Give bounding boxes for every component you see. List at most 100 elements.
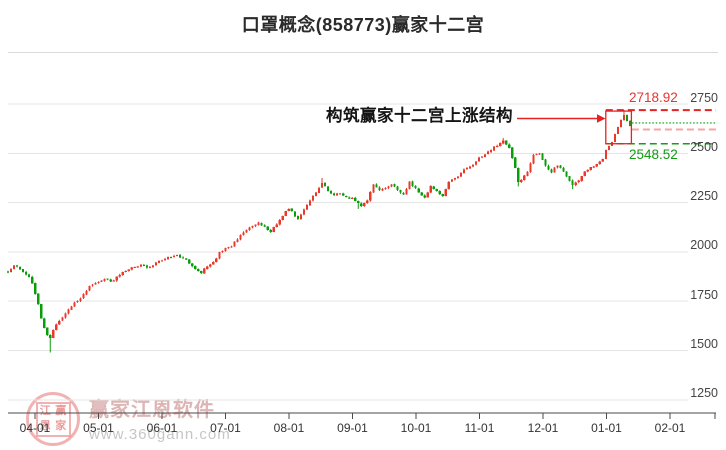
candle — [399, 189, 402, 194]
candle — [305, 203, 309, 211]
candle — [444, 188, 447, 197]
candle — [188, 259, 191, 264]
candle — [544, 158, 547, 167]
candle — [483, 153, 487, 158]
candle — [311, 195, 315, 202]
candle — [266, 226, 269, 231]
candle — [100, 280, 103, 283]
candle — [323, 182, 327, 187]
candle — [236, 238, 239, 243]
candle — [79, 297, 82, 303]
y-axis-label: 2500 — [690, 139, 718, 154]
candle — [103, 278, 106, 282]
candle — [284, 210, 287, 217]
annotation-label: 构筑赢家十二宫上涨结构 — [326, 107, 513, 125]
candle — [185, 258, 188, 261]
candle — [550, 168, 553, 174]
candle — [224, 247, 227, 252]
candle — [245, 229, 248, 233]
candle — [447, 180, 450, 190]
candle — [420, 191, 423, 196]
candle — [154, 261, 158, 267]
y-axis-label: 2250 — [690, 189, 718, 204]
candle — [402, 192, 405, 195]
candle — [580, 175, 583, 182]
x-axis-label: 02-01 — [654, 421, 686, 435]
candle — [94, 282, 97, 285]
candle — [471, 163, 475, 168]
candle — [160, 259, 164, 262]
candle — [182, 256, 185, 259]
seal-character: 江 — [39, 404, 51, 417]
candle — [179, 254, 182, 259]
candle — [82, 293, 85, 299]
candle — [450, 178, 453, 183]
candle — [151, 264, 155, 269]
candle — [523, 174, 526, 181]
candle — [453, 177, 456, 181]
candle — [112, 279, 115, 282]
candle — [18, 266, 22, 270]
candle — [529, 162, 532, 173]
candle — [474, 161, 478, 166]
candle — [408, 181, 411, 190]
candle — [354, 196, 357, 202]
candle — [73, 301, 76, 307]
candle — [218, 251, 221, 260]
candle — [34, 282, 37, 295]
candle — [517, 167, 520, 187]
candle — [613, 133, 617, 143]
candle — [157, 260, 161, 264]
candle — [514, 157, 517, 169]
grid-lines — [8, 103, 688, 401]
candle — [194, 265, 197, 270]
candle — [571, 179, 574, 190]
candle — [366, 199, 369, 204]
candle — [317, 186, 321, 194]
candle — [592, 165, 595, 169]
candle — [414, 185, 417, 190]
x-axis-label: 01-01 — [591, 421, 622, 435]
candle-series — [6, 110, 632, 353]
candle — [58, 319, 61, 325]
candle — [432, 185, 435, 190]
seal-character: 家 — [55, 420, 67, 433]
candle — [227, 246, 230, 249]
candle — [417, 187, 420, 193]
candle — [595, 163, 598, 168]
candle — [490, 149, 493, 154]
candle — [148, 266, 152, 269]
candle — [172, 254, 176, 258]
candle — [372, 184, 375, 193]
candle — [538, 152, 541, 155]
candle — [547, 164, 550, 171]
candle — [505, 140, 508, 146]
title-divider — [8, 52, 718, 53]
y-axis-label: 1250 — [690, 386, 718, 401]
x-axis-label: 08-01 — [273, 421, 305, 435]
candle — [293, 211, 296, 217]
candle — [272, 226, 275, 233]
candle — [257, 221, 260, 226]
candle — [405, 187, 408, 195]
x-axis-label: 05-01 — [83, 421, 114, 435]
candle — [511, 146, 514, 159]
candle — [333, 192, 336, 197]
watermark: 江赢恩家 赢家江恩软件 www.360gann.com — [26, 392, 231, 446]
candle — [43, 317, 46, 329]
candle — [136, 265, 139, 268]
candle — [426, 191, 429, 198]
candle — [456, 176, 460, 179]
candle — [299, 213, 302, 220]
candle — [145, 264, 148, 269]
candle — [459, 172, 463, 178]
candle — [37, 293, 40, 306]
watermark-url: www.360gann.com — [89, 426, 231, 443]
y-axis-label: 2750 — [690, 90, 718, 105]
candle — [64, 312, 67, 319]
candle — [396, 185, 399, 192]
candle — [574, 181, 577, 187]
candle — [91, 284, 94, 287]
candle — [393, 183, 396, 188]
candle — [239, 234, 242, 241]
